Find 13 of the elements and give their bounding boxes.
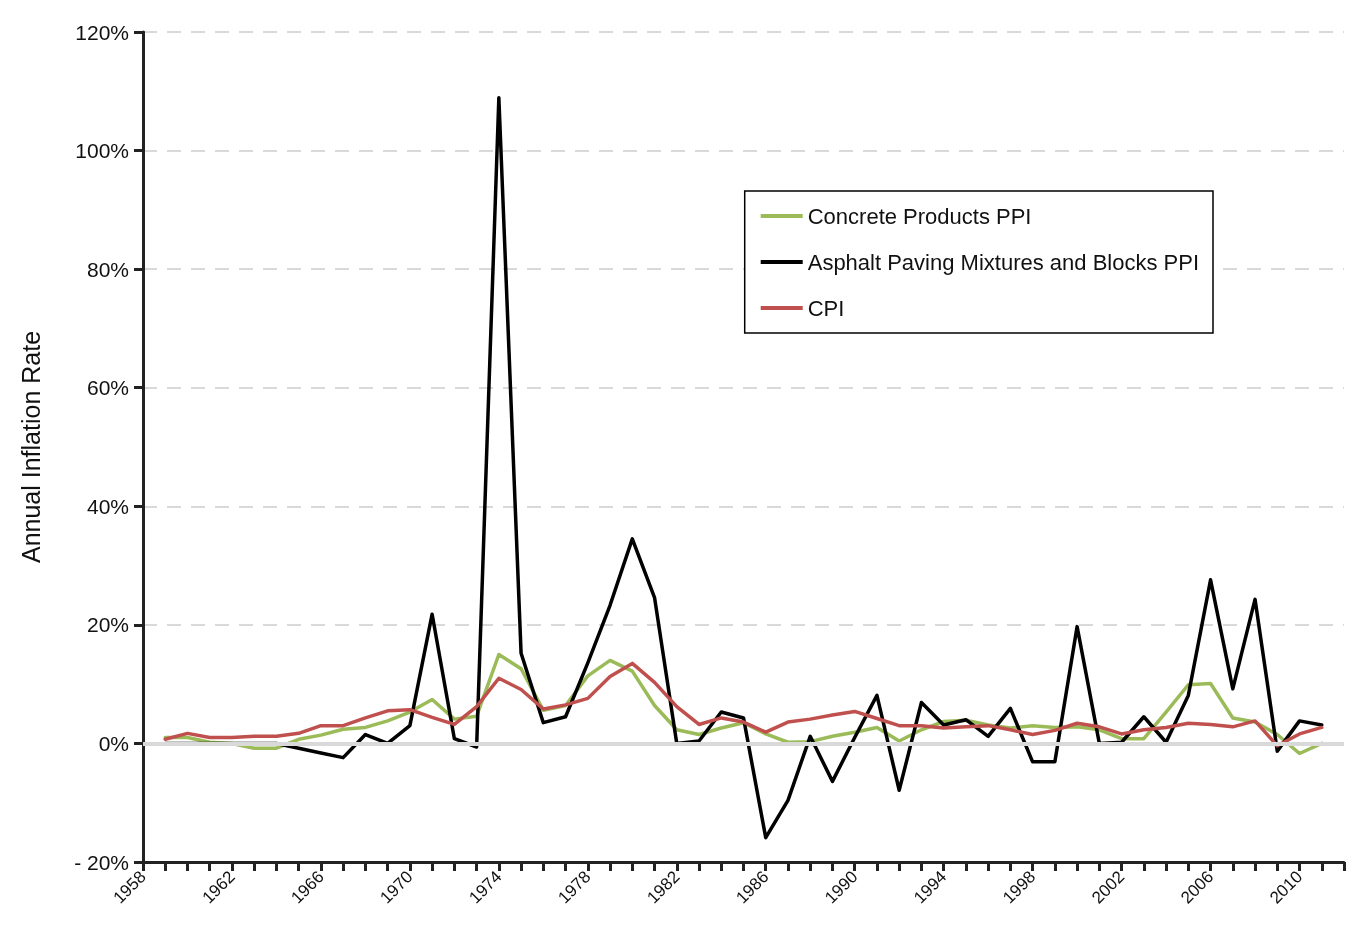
legend-label: CPI: [807, 295, 845, 321]
line-series: [163, 661, 1324, 748]
y-tick-label: 60%: [86, 376, 129, 400]
legend-label: Asphalt Paving Mixtures and Blocks PPI: [807, 249, 1199, 275]
y-tick-label: - 20%: [74, 850, 129, 874]
y-axis-title: Annual Inflation Rate: [16, 330, 45, 564]
y-tick-label: 80%: [86, 257, 129, 281]
y-tick-label: 120%: [75, 20, 129, 44]
y-tick-label: 40%: [86, 494, 129, 518]
y-tick-label: 0%: [98, 731, 129, 755]
legend-label: Concrete Products PPI: [807, 203, 1032, 229]
y-tick-label: 20%: [86, 613, 129, 637]
y-tick-label: 100%: [75, 139, 129, 163]
